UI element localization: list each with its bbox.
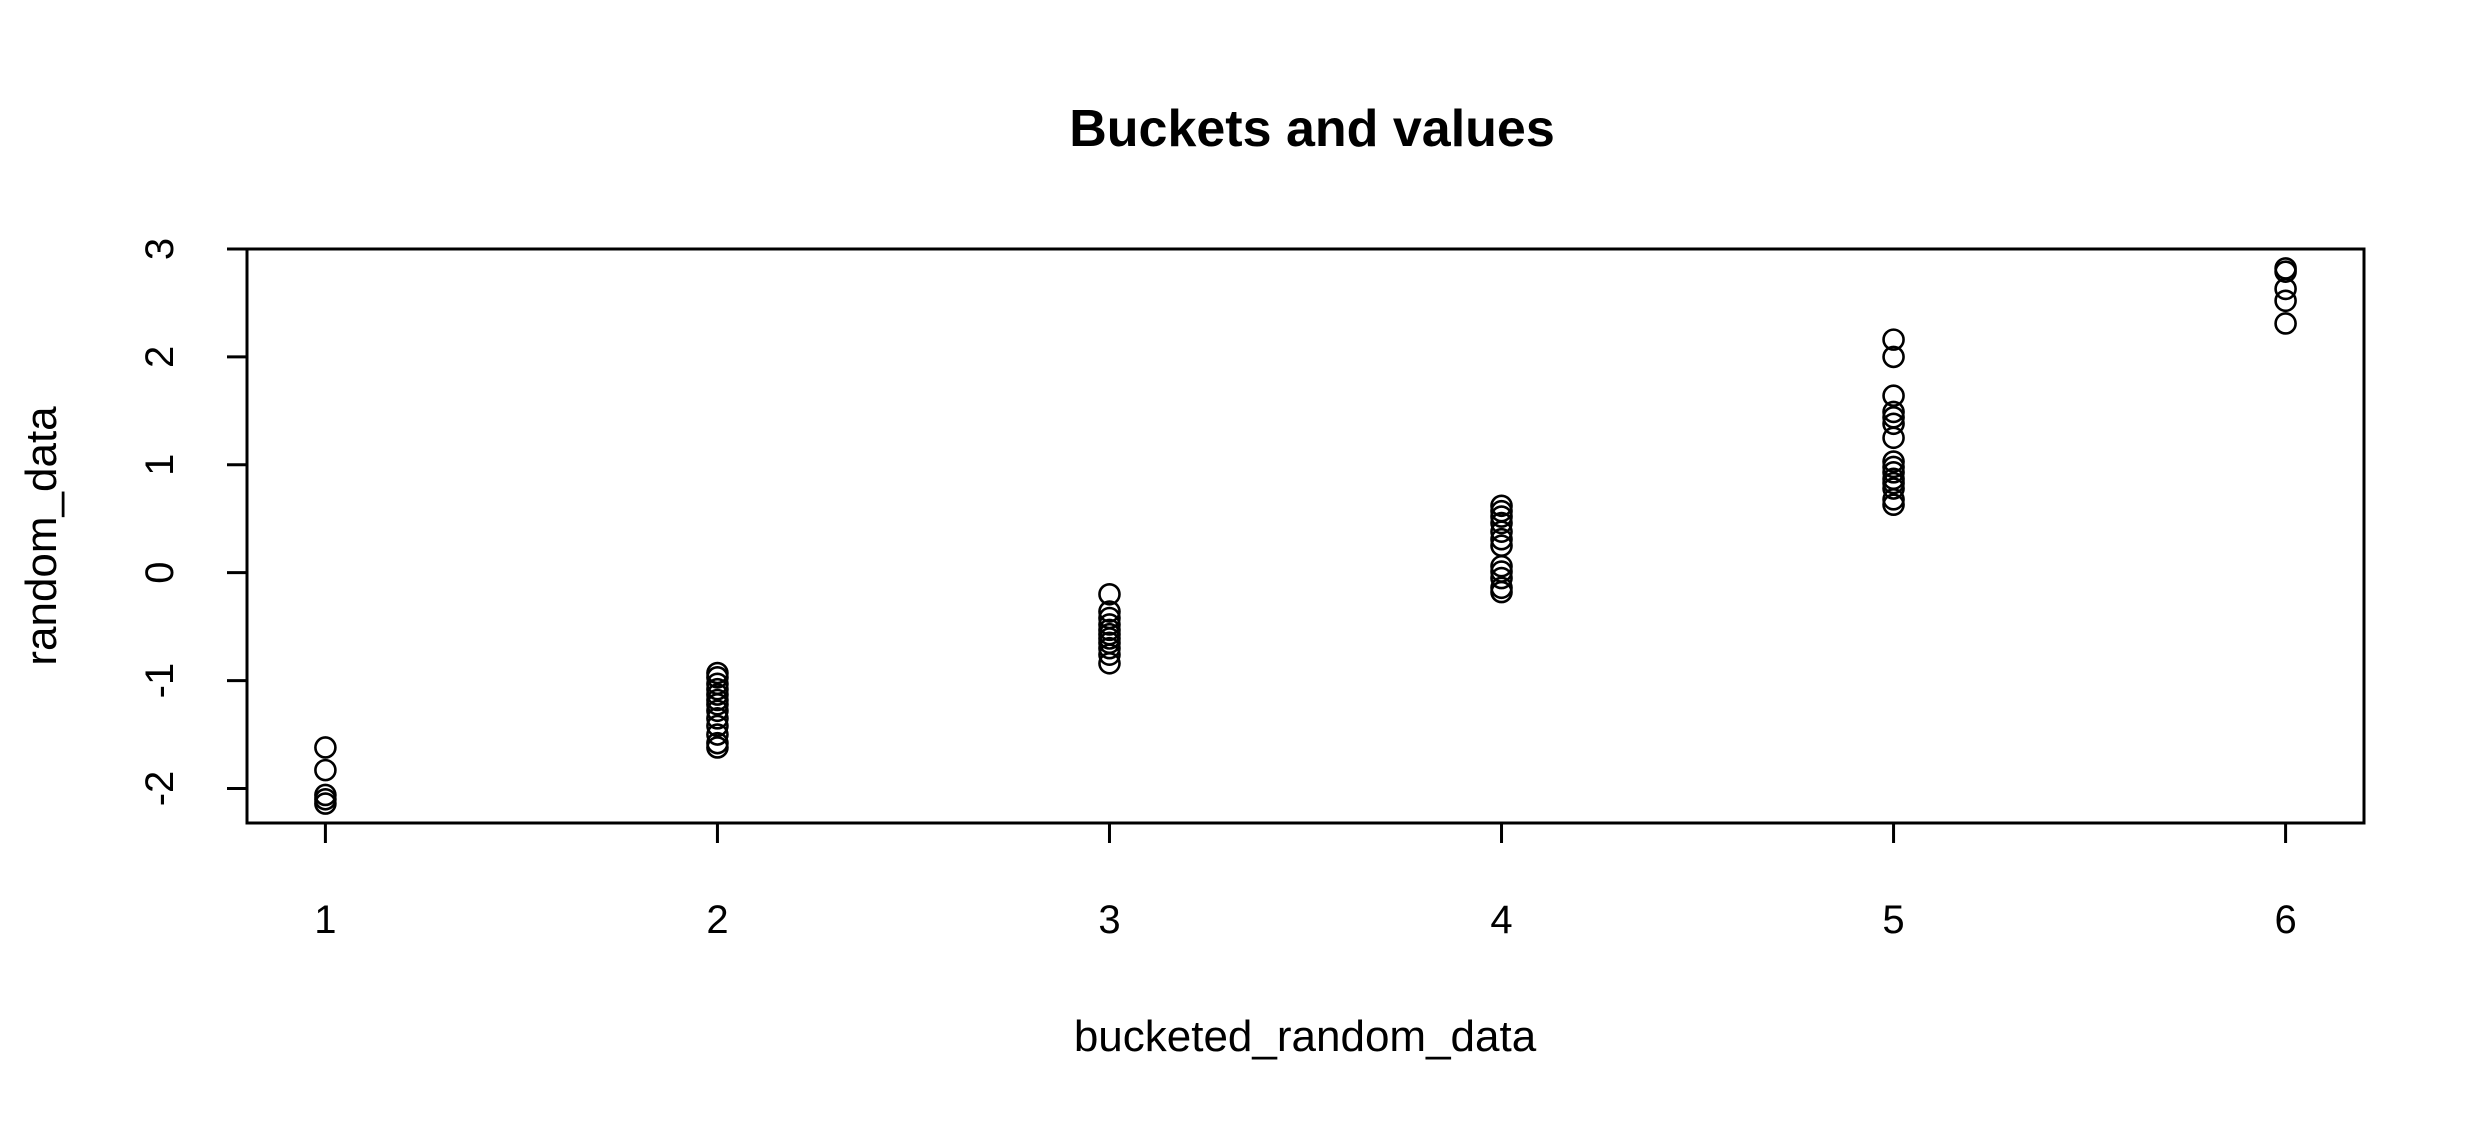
data-point — [1882, 400, 1905, 424]
data-point — [706, 714, 729, 738]
data-point — [314, 758, 337, 782]
data-point — [1098, 613, 1121, 636]
y-axis-label: random_data — [17, 406, 66, 666]
data-point — [2274, 260, 2297, 283]
data-point — [314, 792, 337, 815]
data-point — [1882, 412, 1905, 436]
x-axis-label: bucketed_random_data — [1074, 1012, 1537, 1061]
data-point — [1882, 384, 1905, 408]
data-point — [1882, 450, 1905, 473]
x-tick-label: 5 — [1882, 898, 1904, 942]
x-tick-label: 3 — [1098, 898, 1120, 942]
data-point — [1490, 505, 1513, 528]
data-point — [1882, 345, 1905, 369]
data-point — [706, 666, 729, 689]
y-tick-label: 2 — [138, 346, 182, 368]
data-point — [2274, 312, 2297, 335]
y-tick-label: 1 — [138, 454, 182, 476]
data-point — [1882, 455, 1905, 479]
y-tick-label: 3 — [138, 238, 182, 260]
data-point — [1490, 566, 1513, 590]
data-point — [1098, 643, 1121, 666]
data-point — [706, 677, 729, 701]
data-point — [1882, 471, 1905, 495]
data-point — [1098, 652, 1121, 675]
x-tick-label: 6 — [2274, 898, 2296, 942]
data-point — [1490, 494, 1513, 518]
data-point — [1490, 511, 1513, 535]
x-tick-label: 1 — [314, 898, 336, 942]
data-point — [314, 787, 337, 811]
data-point — [706, 683, 729, 706]
chart-title: Buckets and values — [1069, 100, 1555, 158]
x-tick-label: 2 — [706, 898, 728, 942]
data-point — [706, 723, 729, 746]
y-axis: -2 -1 0 1 2 3 — [138, 238, 249, 807]
data-point — [1882, 426, 1905, 450]
data-point — [1490, 520, 1513, 543]
data-point — [706, 699, 729, 723]
plot-frame — [245, 247, 2366, 825]
data-point — [314, 736, 337, 759]
y-tick-label: -1 — [138, 663, 182, 699]
data-point — [1882, 477, 1905, 500]
data-point — [1490, 554, 1513, 578]
data-point — [2274, 289, 2297, 313]
data-point — [706, 693, 729, 716]
data-point — [1098, 600, 1121, 623]
x-tick-label: 4 — [1490, 898, 1512, 942]
y-tick-label: 0 — [138, 562, 182, 584]
data-point — [2274, 277, 2297, 301]
data-point — [1882, 493, 1905, 517]
data-point — [1882, 328, 1905, 351]
data-point — [1098, 582, 1121, 606]
data-point — [706, 707, 729, 730]
data-point — [1882, 488, 1905, 511]
data-points — [314, 257, 2297, 815]
x-axis: 1 2 3 4 5 6 — [314, 821, 2297, 942]
data-point — [1882, 461, 1905, 484]
y-tick-label: -2 — [138, 771, 182, 807]
data-point — [1098, 636, 1121, 660]
data-point — [1490, 527, 1513, 551]
data-point — [1490, 580, 1513, 604]
data-point — [706, 736, 729, 759]
